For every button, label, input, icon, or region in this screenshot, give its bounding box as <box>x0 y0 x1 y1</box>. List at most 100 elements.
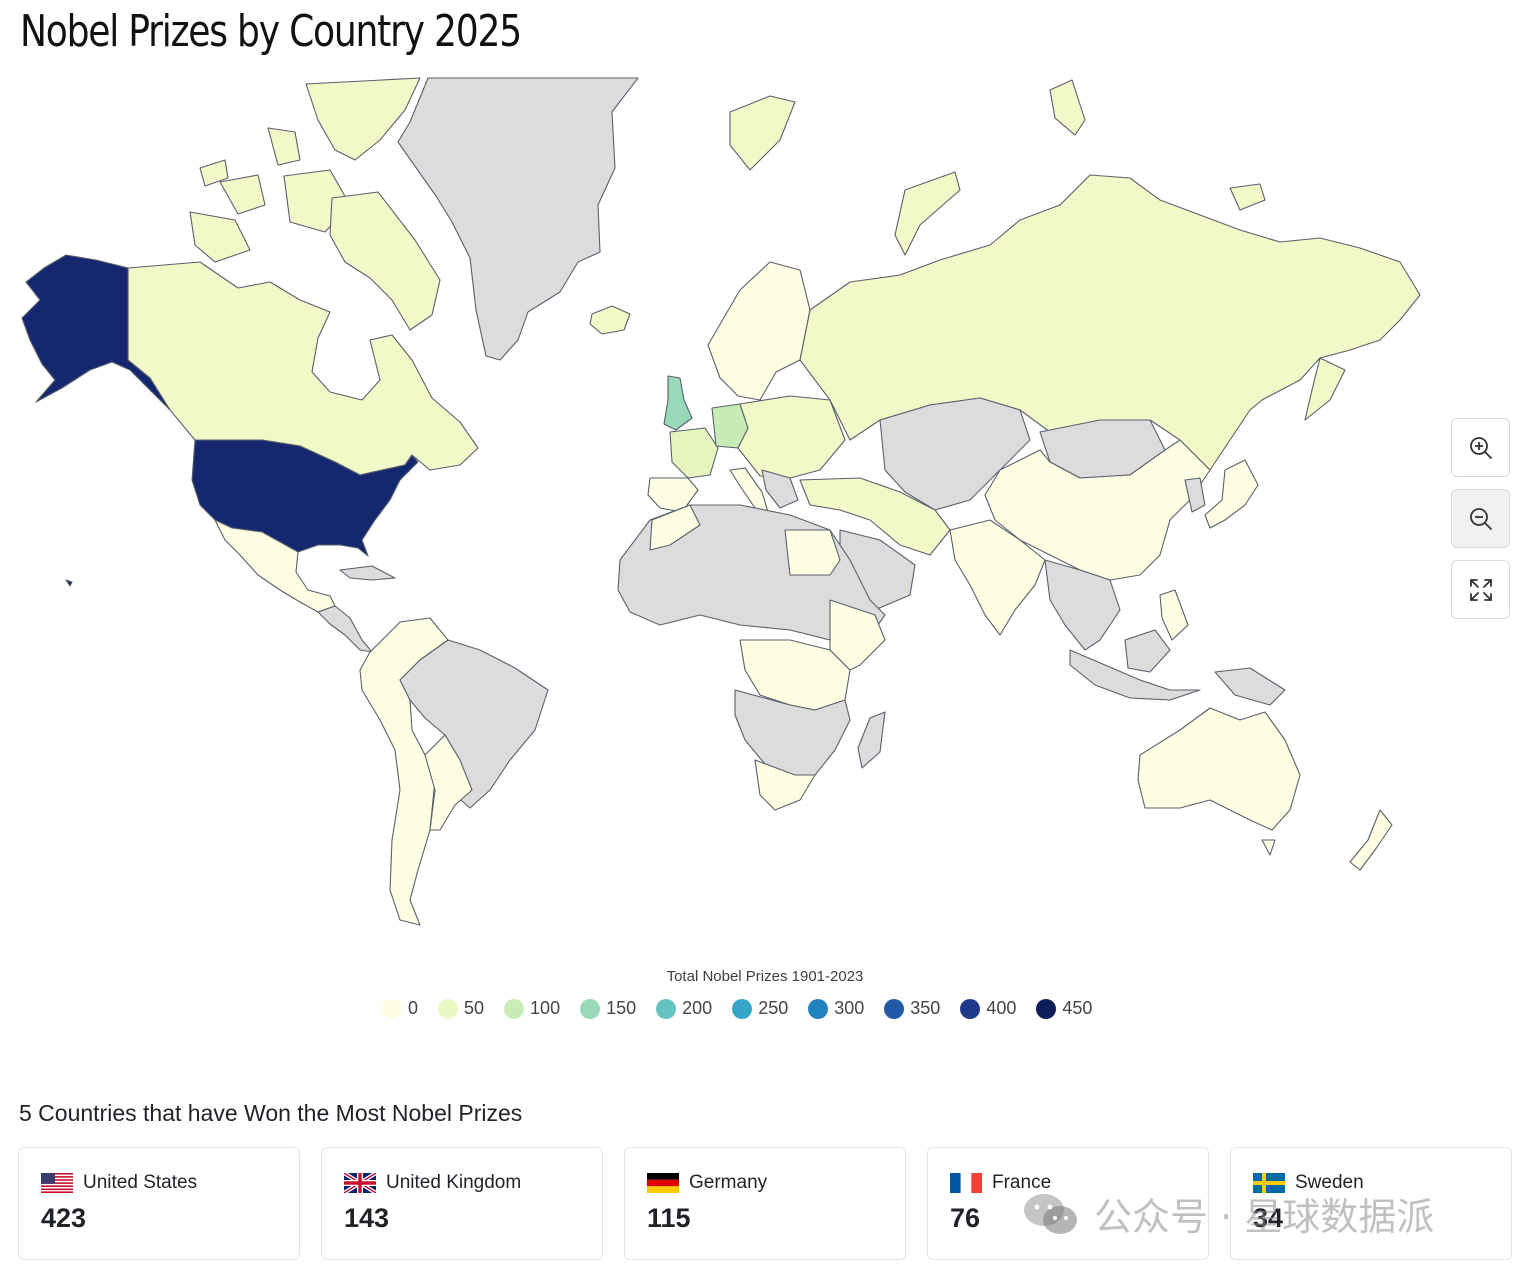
region-canada-islands-6[interactable] <box>199 159 229 187</box>
region-scandinavia[interactable] <box>707 261 811 401</box>
region-balkans[interactable] <box>761 469 799 509</box>
country-card-sweden[interactable]: Sweden 34 <box>1230 1147 1512 1260</box>
country-name: Germany <box>689 1172 768 1193</box>
legend-label: 50 <box>464 998 485 1018</box>
region-india[interactable] <box>949 519 1046 636</box>
country-card-germany[interactable]: Germany 115 <box>624 1147 906 1260</box>
country-card-france[interactable]: France 76 <box>927 1147 1209 1260</box>
legend-item: 250 <box>732 998 788 1019</box>
zoom-in-button[interactable] <box>1451 418 1510 477</box>
region-australia[interactable] <box>1137 707 1301 831</box>
region-uk[interactable] <box>663 375 693 431</box>
region-mexico[interactable] <box>214 519 336 613</box>
region-borneo[interactable] <box>1124 629 1171 673</box>
legend-swatch <box>438 998 459 1019</box>
country-name: United States <box>83 1172 198 1193</box>
region-southeast-asia[interactable] <box>1044 559 1121 651</box>
map-canvas[interactable] <box>0 76 1526 956</box>
region-morocco[interactable] <box>649 504 701 551</box>
region-japan[interactable] <box>1204 459 1259 529</box>
section-heading: 5 Countries that have Won the Most Nobel… <box>19 1100 523 1126</box>
region-hawaii[interactable] <box>65 579 73 587</box>
legend-item: 200 <box>656 998 712 1019</box>
legend-swatch <box>656 998 677 1019</box>
country-card-united-states[interactable]: United States 423 <box>18 1147 300 1260</box>
region-russia-islands-2[interactable] <box>1229 183 1266 211</box>
fullscreen-button[interactable] <box>1451 560 1510 619</box>
region-france[interactable] <box>669 427 719 479</box>
region-russia-arctic-1[interactable] <box>894 171 961 256</box>
legend-swatch <box>732 998 753 1019</box>
watermark: 公众号 · 星球数据派 <box>1020 1186 1434 1241</box>
world-map[interactable] <box>0 76 1526 956</box>
region-tasmania[interactable] <box>1261 839 1276 856</box>
country-name: United Kingdom <box>386 1172 522 1193</box>
legend-swatch <box>580 998 601 1019</box>
legend-item: 400 <box>960 998 1016 1019</box>
region-philippines[interactable] <box>1159 589 1189 641</box>
region-east-africa[interactable] <box>829 599 886 671</box>
region-south-america-south[interactable] <box>424 734 473 831</box>
legend-label: 300 <box>834 998 865 1018</box>
prize-count: 76 <box>950 1203 981 1233</box>
prize-count: 34 <box>1253 1203 1284 1233</box>
legend-title: Total Nobel Prizes 1901-2023 <box>666 968 864 985</box>
map-controls <box>1451 418 1512 631</box>
region-egypt[interactable] <box>784 529 841 576</box>
legend-item: 50 <box>438 998 484 1019</box>
legend-swatch <box>1036 998 1057 1019</box>
legend-swatch <box>382 998 402 1019</box>
region-caribbean[interactable] <box>339 565 396 581</box>
legend-swatch <box>960 998 981 1019</box>
region-madagascar[interactable] <box>857 711 886 769</box>
country-name: Sweden <box>1295 1172 1364 1193</box>
region-alaska[interactable] <box>21 254 171 411</box>
region-central-america[interactable] <box>317 605 373 653</box>
wechat-icon <box>1024 1193 1077 1234</box>
zoom-in-icon <box>1469 436 1492 459</box>
region-canada-islands-2[interactable] <box>219 174 266 215</box>
region-south-africa-zone[interactable] <box>734 689 851 776</box>
region-new-guinea[interactable] <box>1214 667 1286 706</box>
page-title: Nobel Prizes by Country 2025 <box>20 6 522 57</box>
region-baffin[interactable] <box>329 191 441 331</box>
region-canada-islands-5[interactable] <box>189 211 251 263</box>
legend-item: 150 <box>580 998 636 1019</box>
fullscreen-icon <box>1469 578 1492 601</box>
region-indonesia[interactable] <box>1069 649 1201 701</box>
region-south-africa[interactable] <box>754 759 816 811</box>
region-new-zealand[interactable] <box>1349 809 1393 871</box>
region-svalbard[interactable] <box>729 95 796 171</box>
region-novaya[interactable] <box>1049 79 1086 136</box>
region-canada-islands-1[interactable] <box>305 77 421 161</box>
region-iceland[interactable] <box>589 305 631 335</box>
watermark-text: 公众号 · 星球数据派 <box>1094 1195 1435 1239</box>
region-canada-islands-3[interactable] <box>267 127 301 166</box>
zoom-out-icon <box>1469 507 1492 530</box>
sweden-flag-icon <box>1253 1173 1285 1193</box>
country-card-united-kingdom[interactable]: United Kingdom 143 <box>321 1147 603 1260</box>
region-greenland[interactable] <box>397 77 639 361</box>
us-flag-icon <box>41 1173 73 1193</box>
legend-swatch <box>808 998 829 1019</box>
country-cards: United States 423 United Kingdom 143 Ger… <box>18 1147 1512 1260</box>
zoom-out-button[interactable] <box>1451 489 1510 548</box>
legend-label: 350 <box>910 998 941 1018</box>
prize-count: 423 <box>41 1203 87 1233</box>
legend-item: 350 <box>884 998 940 1019</box>
uk-flag-icon <box>344 1173 376 1193</box>
legend-label: 100 <box>530 998 561 1018</box>
region-sakhalin-kamchatka[interactable] <box>1304 357 1346 421</box>
france-flag-icon <box>950 1173 982 1193</box>
region-brazil[interactable] <box>399 639 549 809</box>
legend-label: 250 <box>758 998 789 1018</box>
legend-item: 300 <box>808 998 864 1019</box>
prize-count: 143 <box>344 1203 390 1233</box>
region-central-europe[interactable] <box>737 395 846 479</box>
legend-swatch <box>504 998 525 1019</box>
region-iran-turkey[interactable] <box>799 477 951 556</box>
prize-count: 115 <box>647 1203 691 1233</box>
legend-item: 100 <box>504 998 560 1019</box>
legend-label: 200 <box>682 998 713 1018</box>
region-korea[interactable] <box>1184 477 1206 513</box>
